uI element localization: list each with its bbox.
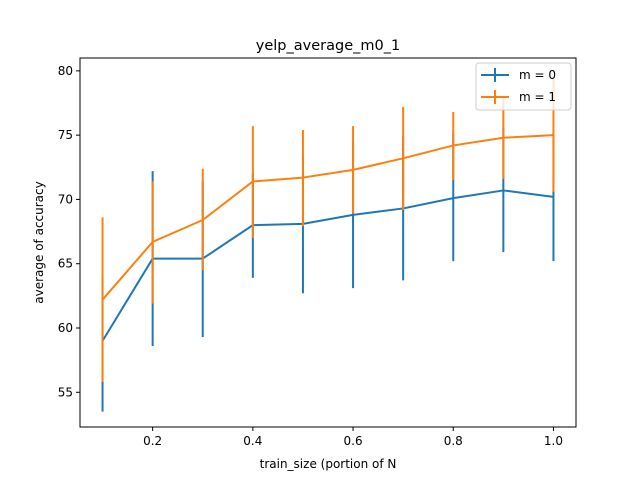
axes-layer <box>79 57 577 428</box>
y-tick-label: 75 <box>58 128 73 142</box>
x-tick-label: 0.8 <box>444 434 463 448</box>
series-layer <box>101 78 555 412</box>
x-tick-label: 1.0 <box>544 434 563 448</box>
y-tick-label: 65 <box>58 257 73 271</box>
series-1 <box>101 78 555 382</box>
x-tick-label: 0.4 <box>243 434 262 448</box>
x-tick-label: 0.2 <box>143 434 162 448</box>
plot-area <box>80 58 576 427</box>
legend: m = 0 m = 1 <box>475 62 572 111</box>
legend-item: m = 0 <box>481 68 556 82</box>
y-ticks: 55 60 65 70 75 80 <box>58 64 80 399</box>
plot-frame <box>79 57 577 428</box>
legend-label: m = 1 <box>519 90 556 104</box>
y-tick-label: 80 <box>58 64 73 78</box>
legend-label: m = 0 <box>519 68 556 82</box>
y-tick-label: 70 <box>58 192 73 206</box>
y-axis-label: average of accuracy <box>32 181 46 303</box>
legend-item: m = 1 <box>481 90 556 104</box>
y-tick-label: 55 <box>58 385 73 399</box>
x-tick-label: 0.6 <box>344 434 363 448</box>
chart-title: yelp_average_m0_1 <box>256 38 400 54</box>
series-line <box>101 134 554 301</box>
series-line <box>101 189 554 342</box>
x-axis-label: train_size (portion of N <box>260 457 397 471</box>
x-ticks: 0.2 0.4 0.6 0.8 1.0 <box>143 427 563 448</box>
y-tick-label: 60 <box>58 321 73 335</box>
